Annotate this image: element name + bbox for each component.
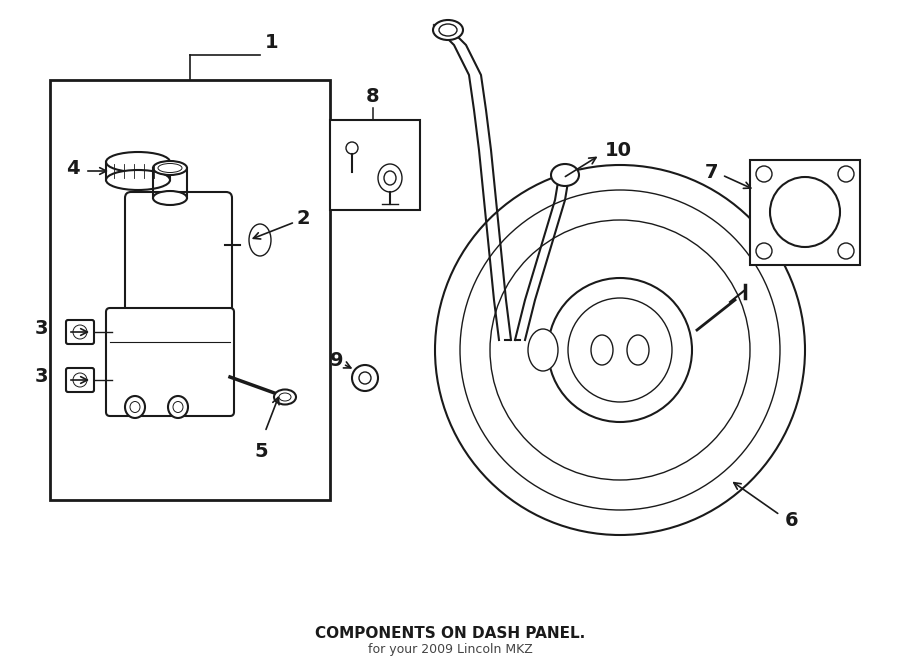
Circle shape	[770, 177, 840, 247]
FancyBboxPatch shape	[66, 368, 94, 392]
Circle shape	[756, 166, 772, 182]
Circle shape	[548, 278, 692, 422]
Ellipse shape	[551, 164, 579, 186]
Text: 4: 4	[67, 159, 80, 178]
Ellipse shape	[106, 170, 170, 190]
Bar	[50, 80, 330, 500]
Ellipse shape	[384, 171, 396, 185]
Text: 6: 6	[785, 510, 798, 529]
Ellipse shape	[528, 329, 558, 371]
Ellipse shape	[173, 401, 183, 412]
FancyBboxPatch shape	[125, 192, 232, 319]
Circle shape	[435, 165, 805, 535]
Circle shape	[568, 298, 672, 402]
Ellipse shape	[439, 24, 457, 36]
Circle shape	[352, 365, 378, 391]
Ellipse shape	[279, 393, 291, 401]
Ellipse shape	[130, 401, 140, 412]
Circle shape	[73, 373, 87, 387]
Circle shape	[346, 142, 358, 154]
Circle shape	[756, 243, 772, 259]
Text: 3: 3	[34, 368, 48, 387]
Ellipse shape	[158, 163, 182, 173]
Ellipse shape	[168, 396, 188, 418]
Ellipse shape	[106, 152, 170, 172]
Text: 9: 9	[330, 350, 344, 369]
Text: 5: 5	[254, 442, 268, 461]
Circle shape	[490, 220, 750, 480]
Ellipse shape	[627, 335, 649, 365]
Text: for your 2009 Lincoln MKZ: for your 2009 Lincoln MKZ	[367, 642, 533, 656]
Circle shape	[460, 190, 780, 510]
Ellipse shape	[591, 335, 613, 365]
Bar	[750, 160, 860, 265]
Ellipse shape	[125, 396, 145, 418]
FancyBboxPatch shape	[106, 308, 234, 416]
Ellipse shape	[249, 224, 271, 256]
Bar	[330, 120, 420, 210]
Ellipse shape	[274, 389, 296, 405]
Circle shape	[73, 325, 87, 339]
Text: 2: 2	[297, 208, 310, 227]
Ellipse shape	[378, 164, 402, 192]
Text: 10: 10	[605, 141, 632, 159]
Text: 3: 3	[34, 319, 48, 338]
Text: 7: 7	[705, 163, 718, 182]
Text: COMPONENTS ON DASH PANEL.: COMPONENTS ON DASH PANEL.	[315, 625, 585, 641]
Circle shape	[838, 166, 854, 182]
Text: 1: 1	[265, 33, 279, 52]
Ellipse shape	[153, 161, 187, 175]
Circle shape	[359, 372, 371, 384]
Circle shape	[838, 243, 854, 259]
Ellipse shape	[153, 191, 187, 205]
Ellipse shape	[433, 20, 463, 40]
FancyBboxPatch shape	[66, 320, 94, 344]
Text: 8: 8	[366, 87, 380, 106]
